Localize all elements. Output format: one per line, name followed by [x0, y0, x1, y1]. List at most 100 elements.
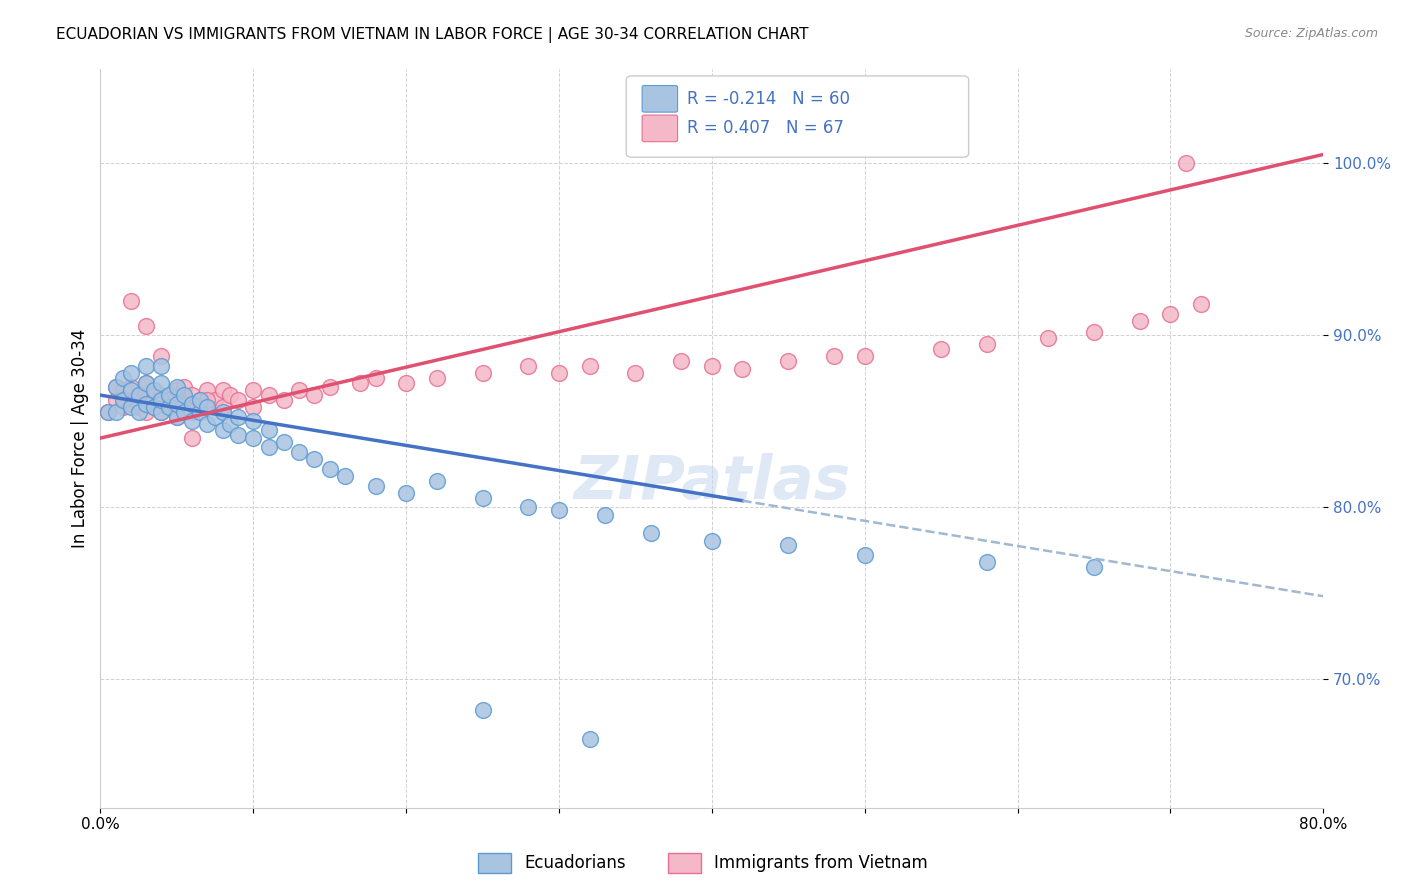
Point [593, 508, 616, 523]
Point [157, 393, 180, 408]
Point [166, 383, 188, 397]
Point [318, 462, 340, 476]
Point [188, 393, 211, 408]
Point [211, 400, 233, 414]
Point [426, 474, 449, 488]
Point [1083, 560, 1105, 574]
Point [104, 405, 127, 419]
Point [548, 503, 571, 517]
Point [195, 400, 218, 414]
Point [211, 383, 233, 397]
Point [671, 353, 693, 368]
Point [150, 349, 173, 363]
FancyBboxPatch shape [626, 76, 969, 157]
Point [349, 376, 371, 390]
Point [226, 393, 249, 408]
Point [517, 500, 540, 514]
Point [166, 379, 188, 393]
Point [181, 388, 204, 402]
Point [364, 479, 387, 493]
Point [242, 400, 264, 414]
Point [471, 491, 494, 506]
Point [120, 366, 142, 380]
Point [120, 293, 142, 308]
Point [97, 405, 120, 419]
Point [128, 405, 150, 419]
FancyBboxPatch shape [643, 115, 678, 142]
Point [166, 400, 188, 414]
Point [181, 405, 204, 419]
Point [135, 397, 157, 411]
Point [1129, 314, 1152, 328]
Point [929, 342, 952, 356]
Point [1174, 156, 1197, 170]
Point [731, 362, 754, 376]
Point [112, 383, 135, 397]
Point [135, 376, 157, 390]
Point [166, 410, 188, 425]
Point [517, 359, 540, 373]
Point [135, 319, 157, 334]
Point [142, 383, 165, 397]
Point [195, 383, 218, 397]
Point [778, 353, 800, 368]
Point [166, 410, 188, 425]
Point [578, 731, 600, 746]
Point [700, 359, 723, 373]
Text: R = 0.407   N = 67: R = 0.407 N = 67 [688, 120, 844, 137]
Point [976, 555, 998, 569]
Point [304, 451, 326, 466]
Point [273, 393, 295, 408]
Point [135, 376, 157, 390]
Point [640, 525, 662, 540]
Point [120, 383, 142, 397]
Point [128, 388, 150, 402]
Point [976, 336, 998, 351]
Point [195, 400, 218, 414]
Point [142, 400, 165, 414]
Point [166, 397, 188, 411]
Y-axis label: In Labor Force | Age 30-34: In Labor Force | Age 30-34 [72, 328, 89, 548]
Point [242, 431, 264, 445]
Point [204, 393, 226, 408]
Point [204, 410, 226, 425]
Text: Source: ZipAtlas.com: Source: ZipAtlas.com [1244, 27, 1378, 40]
Point [128, 400, 150, 414]
Point [112, 393, 135, 408]
Point [257, 388, 280, 402]
Point [150, 405, 173, 419]
Point [112, 400, 135, 414]
Point [471, 703, 494, 717]
Point [104, 393, 127, 408]
Point [364, 371, 387, 385]
Point [700, 534, 723, 549]
Point [1036, 331, 1059, 345]
Point [395, 486, 418, 500]
Point [135, 393, 157, 408]
Point [853, 548, 876, 562]
Text: ECUADORIAN VS IMMIGRANTS FROM VIETNAM IN LABOR FORCE | AGE 30-34 CORRELATION CHA: ECUADORIAN VS IMMIGRANTS FROM VIETNAM IN… [56, 27, 808, 43]
Point [120, 397, 142, 411]
Point [219, 388, 242, 402]
Point [173, 388, 195, 402]
Text: R = -0.214   N = 60: R = -0.214 N = 60 [688, 90, 851, 108]
Point [242, 383, 264, 397]
Point [181, 414, 204, 428]
Point [120, 379, 142, 393]
Point [195, 393, 218, 408]
Point [173, 405, 195, 419]
Point [1159, 307, 1181, 321]
Point [426, 371, 449, 385]
Point [624, 366, 647, 380]
FancyBboxPatch shape [643, 86, 678, 112]
Point [778, 538, 800, 552]
Point [226, 427, 249, 442]
Point [1083, 325, 1105, 339]
Point [548, 366, 571, 380]
Point [219, 417, 242, 432]
Point [97, 405, 120, 419]
Point [853, 349, 876, 363]
Point [578, 359, 600, 373]
Point [112, 371, 135, 385]
Point [142, 383, 165, 397]
